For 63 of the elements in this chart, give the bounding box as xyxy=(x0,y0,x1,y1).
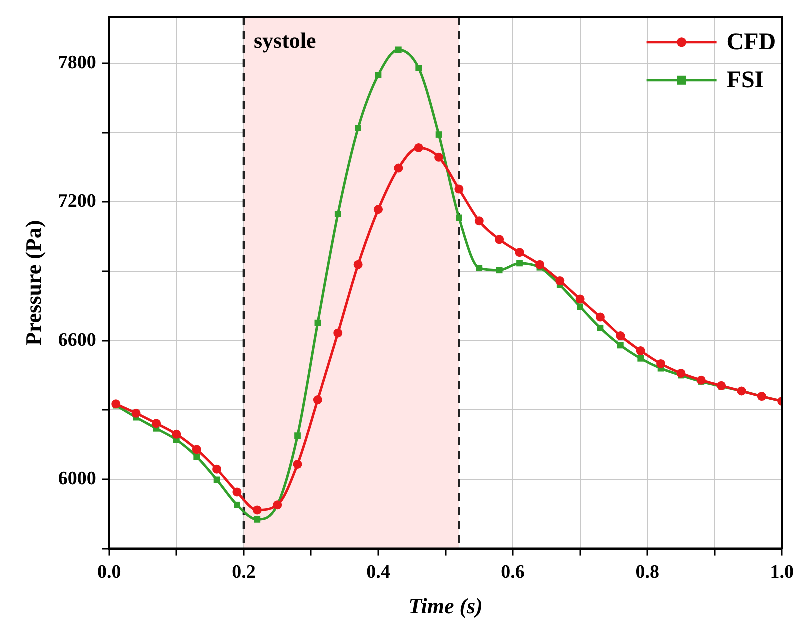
point xyxy=(414,143,424,152)
point xyxy=(152,419,161,428)
point xyxy=(395,46,402,54)
point xyxy=(576,294,585,304)
point xyxy=(596,312,605,322)
point xyxy=(394,164,404,173)
point xyxy=(597,324,604,332)
x-tick-label: 0.4 xyxy=(366,562,391,584)
y-tick-label: 6600 xyxy=(58,330,96,351)
point xyxy=(638,355,644,362)
point xyxy=(436,132,442,138)
point xyxy=(334,211,342,218)
point xyxy=(676,368,686,378)
point xyxy=(334,328,343,338)
point xyxy=(616,332,626,341)
point xyxy=(474,216,484,226)
point xyxy=(454,184,464,194)
point xyxy=(516,260,523,267)
point xyxy=(636,346,646,356)
legend-label: FSI xyxy=(726,68,764,94)
x-axis-title: Time (s) xyxy=(408,593,483,618)
point xyxy=(416,65,422,72)
point xyxy=(354,260,363,270)
point xyxy=(234,502,240,508)
point xyxy=(172,430,182,439)
point xyxy=(577,304,584,310)
point xyxy=(132,408,141,418)
legend-label: CFD xyxy=(726,30,776,56)
point xyxy=(374,205,383,214)
x-tick-label: 0.6 xyxy=(501,562,525,584)
point xyxy=(252,506,262,515)
point xyxy=(232,488,242,497)
point xyxy=(192,445,202,454)
point xyxy=(656,359,666,368)
band-label: systole xyxy=(254,28,317,54)
point xyxy=(375,72,382,78)
point xyxy=(434,152,444,162)
point xyxy=(456,214,462,222)
point xyxy=(496,267,503,274)
x-tick-label: 1.0 xyxy=(770,562,794,584)
point xyxy=(194,454,200,460)
point xyxy=(495,235,504,244)
point xyxy=(515,248,524,258)
y-tick-label: 7800 xyxy=(58,52,96,74)
point xyxy=(535,260,544,270)
point xyxy=(254,516,261,523)
point xyxy=(112,400,121,409)
point xyxy=(294,432,301,439)
point xyxy=(617,342,624,349)
point xyxy=(313,396,322,405)
y-tick-label: 7200 xyxy=(58,191,96,212)
point xyxy=(293,460,302,469)
x-tick-label: 0.8 xyxy=(636,562,660,584)
point xyxy=(314,320,322,326)
x-tick-label: 0.0 xyxy=(98,562,122,584)
point xyxy=(696,376,706,385)
y-tick-label: 6000 xyxy=(58,468,96,490)
point xyxy=(212,464,222,474)
x-tick-label: 0.2 xyxy=(232,562,256,584)
point xyxy=(476,265,483,272)
point xyxy=(355,125,362,132)
point xyxy=(556,276,565,286)
y-axis-title: Pressure (Pa) xyxy=(20,220,46,346)
